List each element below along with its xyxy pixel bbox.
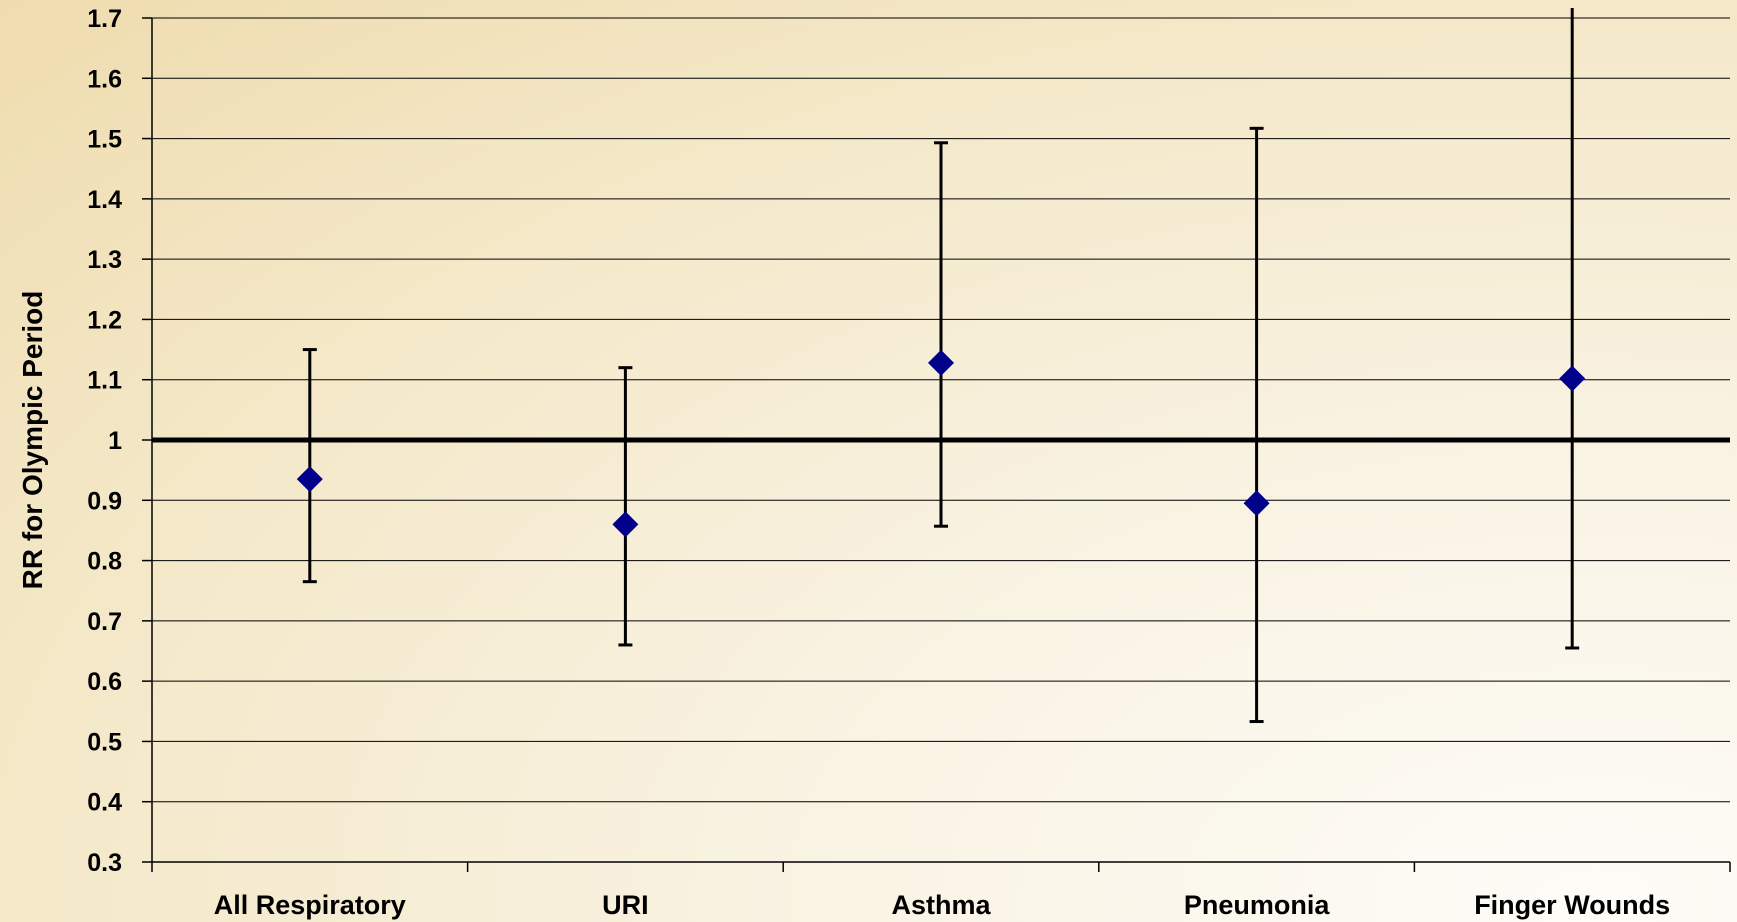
y-tick-label: 1.7: [87, 5, 122, 33]
error-bars: [302, 8, 1580, 724]
category-label: Pneumonia: [1184, 890, 1331, 920]
y-tick-label: 1.6: [87, 65, 122, 93]
y-tick-label: 0.8: [87, 548, 122, 576]
category-label: All Respiratory: [214, 890, 406, 920]
category-labels: All Respiratory URI Asthma Pneumonia Finger …: [214, 890, 1670, 920]
x-tick-marks: [151, 862, 1731, 872]
point-marker-finger-wounds: [1559, 365, 1586, 392]
category-label: Asthma: [891, 890, 991, 920]
y-tick-label: 1.4: [87, 186, 122, 214]
point-markers: [296, 349, 1586, 538]
point-marker-asthma: [928, 349, 954, 376]
y-axis-title: RR for Olympic Period: [17, 291, 48, 590]
y-tick-label: 1.2: [87, 306, 122, 334]
point-marker-pneumonia: [1243, 490, 1270, 517]
y-tick-label: 0.3: [87, 849, 122, 877]
point-marker-all-respiratory: [296, 466, 323, 493]
y-tick-label: 1.5: [87, 126, 122, 154]
y-tick-label: 0.4: [87, 789, 122, 817]
point-marker-uri: [612, 511, 639, 538]
category-label: Finger Wounds: [1474, 890, 1670, 920]
category-label: URI: [602, 890, 649, 920]
y-tick-label: 0.9: [87, 487, 122, 515]
y-tick-label: 0.7: [87, 608, 122, 636]
y-tick-label: 1.1: [87, 367, 122, 395]
y-tick-label: 0.6: [87, 668, 122, 696]
y-tick-label: 1.3: [87, 246, 122, 274]
y-tick-label: 1: [108, 427, 122, 455]
y-tick-labels: 0.3 0.4 0.5 0.6 0.7 0.8 0.9 1 1.1 1.2 1.3 1.4 1.5 1.6…: [87, 5, 122, 877]
y-tick-label: 0.5: [87, 728, 122, 756]
